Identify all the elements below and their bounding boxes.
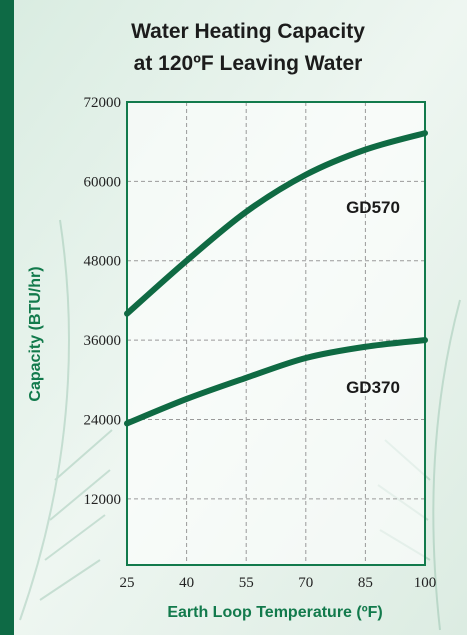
chart-title: at 120ºF Leaving Water — [134, 52, 363, 75]
x-tick-label: 85 — [358, 575, 373, 591]
x-tick-label: 55 — [239, 575, 254, 591]
left-stripe — [0, 0, 14, 635]
plot-area — [127, 102, 425, 565]
series-label: GD370 — [346, 378, 400, 397]
y-tick-label: 12000 — [84, 492, 122, 508]
y-tick-label: 72000 — [84, 95, 122, 111]
series-label: GD570 — [346, 198, 400, 217]
x-axis-label: Earth Loop Temperature (ºF) — [167, 604, 382, 621]
chart-title: Water Heating Capacity — [131, 20, 365, 43]
x-tick-label: 25 — [120, 575, 135, 591]
y-tick-label: 60000 — [84, 174, 122, 190]
x-tick-label: 40 — [179, 575, 194, 591]
x-tick-label: 70 — [298, 575, 313, 591]
y-axis-label: Capacity (BTU/hr) — [27, 266, 44, 401]
chart: Water Heating Capacity at 120ºF Leaving … — [0, 0, 467, 635]
y-tick-label: 36000 — [84, 333, 122, 349]
y-tick-label: 48000 — [84, 254, 122, 270]
x-tick-label: 100 — [414, 575, 437, 591]
y-tick-label: 24000 — [84, 412, 122, 428]
